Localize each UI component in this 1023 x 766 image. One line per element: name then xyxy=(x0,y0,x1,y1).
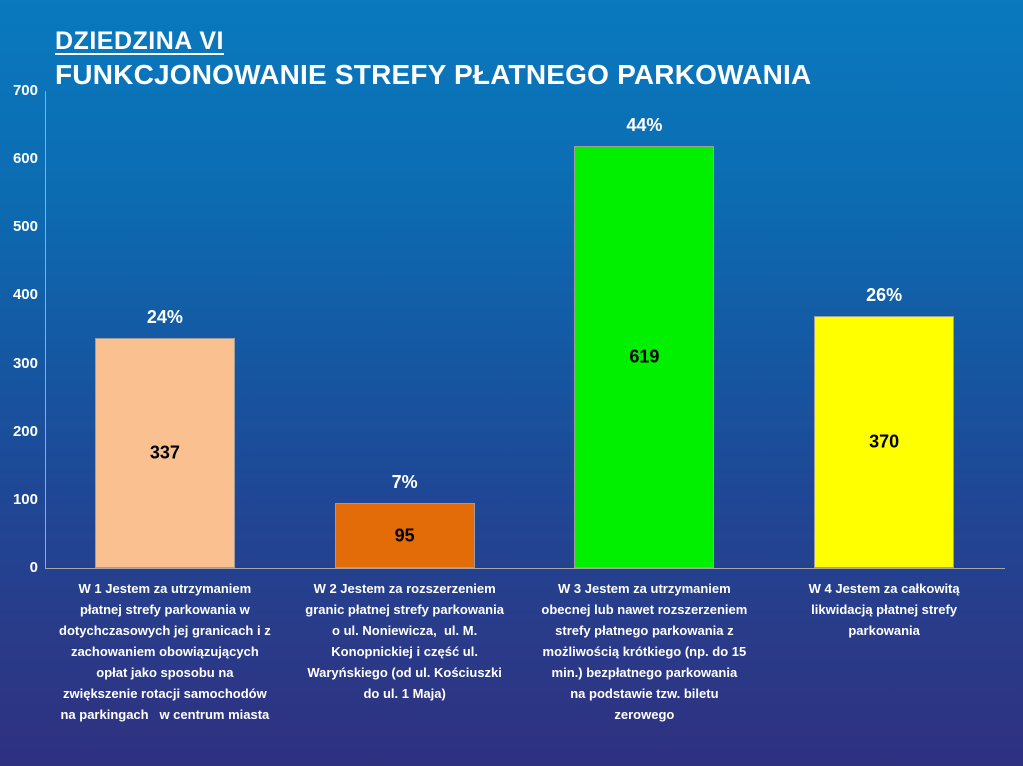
category-label: W 2 Jestem za rozszerzeniem granic płatn… xyxy=(305,581,504,701)
category-label: W 3 Jestem za utrzymaniem obecnej lub na… xyxy=(541,581,748,722)
bar: 337 xyxy=(94,338,235,568)
y-tick-label: 300 xyxy=(12,354,38,372)
bar-percent-label: 7% xyxy=(391,472,418,493)
bar: 619 xyxy=(574,146,715,568)
page-title: DZIEDZINA VI xyxy=(55,27,224,55)
page-subtitle: FUNKCJONOWANIE STREFY PŁATNEGO PARKOWANI… xyxy=(55,59,812,90)
bar-value-label: 370 xyxy=(869,431,900,452)
bar-value-label: 95 xyxy=(394,525,415,546)
bar-group: 95 7% xyxy=(285,91,525,568)
y-tick-label: 600 xyxy=(12,150,38,168)
bar-group: 337 24% xyxy=(45,91,285,568)
y-tick-label: 200 xyxy=(12,422,38,440)
bar-percent-label: 24% xyxy=(146,307,183,328)
title-block: DZIEDZINA VI FUNKCJONOWANIE STREFY PŁATN… xyxy=(55,26,811,92)
bar-percent-label: 26% xyxy=(866,284,903,305)
y-tick-label: 500 xyxy=(12,218,38,236)
chart-plot-area xyxy=(45,91,1005,569)
bar: 370 xyxy=(814,315,955,568)
category-label: W 4 Jestem za całkowitą likwidacją płatn… xyxy=(808,581,960,638)
bar-percent-label: 44% xyxy=(626,115,663,136)
bar-value-label: 337 xyxy=(149,442,180,463)
category-label: W 1 Jestem za utrzymaniem płatnej strefy… xyxy=(59,581,271,722)
bar-group: 619 44% xyxy=(525,91,765,568)
bar-group: 370 26% xyxy=(764,91,1004,568)
y-tick-label: 700 xyxy=(12,82,38,99)
y-tick-label: 100 xyxy=(12,490,38,508)
bar-value-label: 619 xyxy=(629,346,660,367)
bar: 95 xyxy=(334,503,475,568)
y-tick-label: 0 xyxy=(29,559,38,576)
y-tick-label: 400 xyxy=(12,286,38,304)
